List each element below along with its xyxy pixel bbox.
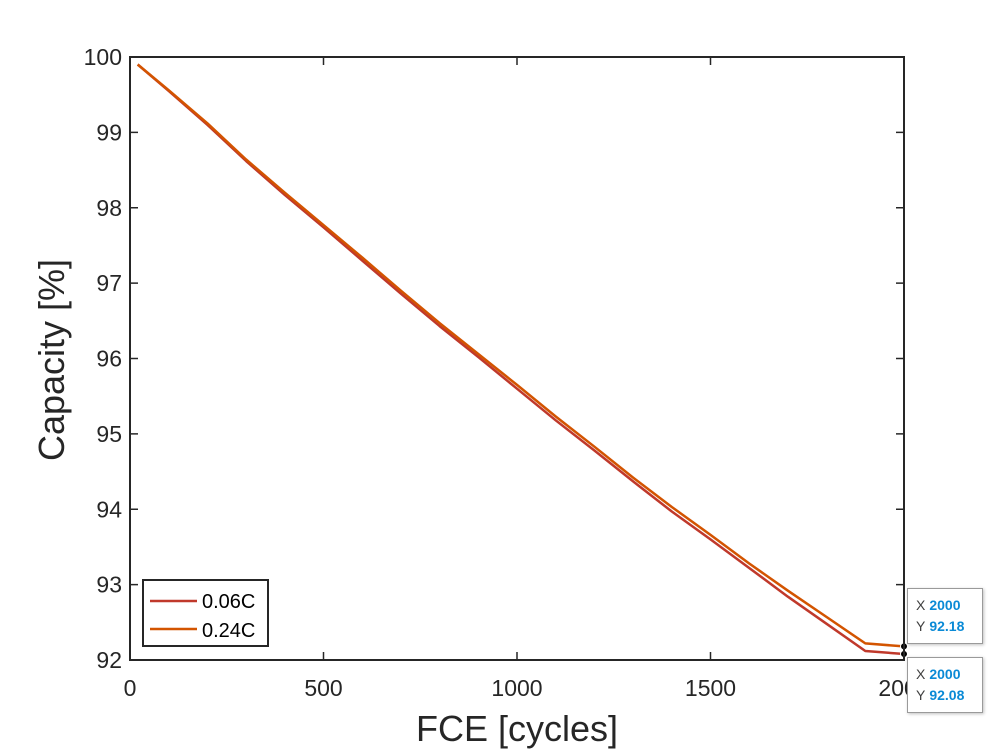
datatip-0-y: Y 92.18 [916, 616, 974, 637]
datatip-1-y-value: 92.08 [929, 687, 965, 703]
datatip-0-x: X 2000 [916, 595, 974, 616]
datatip-1[interactable]: X 2000 Y 92.08 [907, 657, 983, 713]
datatip-1-x-value: 2000 [929, 666, 961, 682]
y-tick-label-5: 97 [96, 270, 122, 296]
legend[interactable]: 0.06C 0.24C [142, 579, 269, 647]
x-tick-label-2: 1000 [491, 675, 542, 701]
x-tick-label-1: 500 [304, 675, 342, 701]
legend-label-1: 0.24C [202, 620, 255, 642]
datatip-1-x: X 2000 [916, 664, 974, 685]
datatip-0-y-label: Y [916, 618, 926, 634]
datatip-0[interactable]: X 2000 Y 92.18 [907, 588, 983, 644]
legend-label-0: 0.06C [202, 591, 255, 613]
plot-area [130, 57, 904, 660]
y-tick-label-7: 99 [96, 119, 122, 145]
x-tick-label-3: 1500 [685, 675, 736, 701]
datatip-1-y: Y 92.08 [916, 685, 974, 706]
y-tick-label-3: 95 [96, 421, 122, 447]
x-tick-label-0: 0 [124, 675, 137, 701]
series-line-1 [136, 63, 905, 648]
y-tick-label-8: 100 [84, 44, 122, 70]
y-tick-label-1: 93 [96, 572, 122, 598]
datatip-1-x-label: X [916, 666, 926, 682]
x-axis-title: FCE [cycles] [416, 708, 618, 749]
y-tick-label-6: 98 [96, 195, 122, 221]
datatip-0-x-value: 2000 [929, 597, 961, 613]
datatip-1-y-label: Y [916, 687, 926, 703]
series-line-0 [136, 63, 905, 656]
y-tick-label-4: 96 [96, 346, 122, 372]
y-tick-label-2: 94 [96, 496, 122, 522]
y-axis-title: Capacity [%] [31, 259, 72, 461]
legend-box [142, 579, 269, 647]
series-layer [136, 63, 905, 656]
datatip-0-y-value: 92.18 [929, 618, 965, 634]
plot-frame [129, 56, 905, 661]
datatip-0-x-label: X [916, 597, 926, 613]
y-tick-label-0: 92 [96, 647, 122, 673]
